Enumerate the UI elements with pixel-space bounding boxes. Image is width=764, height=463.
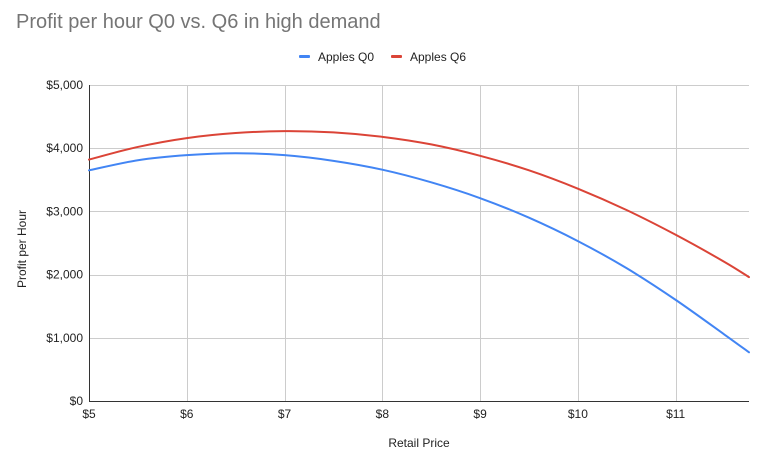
y-axis-title: Profit per Hour <box>15 210 29 288</box>
x-tick-label: $5 <box>82 407 96 421</box>
gridlines <box>89 85 749 401</box>
x-tick-label: $10 <box>568 407 588 421</box>
y-tick-label: $4,000 <box>46 141 83 155</box>
y-tick-label: $1,000 <box>46 331 83 345</box>
series-line-apples-q6 <box>88 130 750 279</box>
x-tick-label: $8 <box>376 407 390 421</box>
x-tick-label: $9 <box>473 407 487 421</box>
legend-swatch-apples-q6 <box>391 55 402 59</box>
legend-item-apples-q6[interactable]: Apples Q6 <box>391 49 466 65</box>
x-tick-label: $6 <box>180 407 194 421</box>
y-tick-label: $3,000 <box>46 204 83 218</box>
x-tick-label: $11 <box>666 407 685 421</box>
legend-label-apples-q6: Apples Q6 <box>410 50 467 64</box>
x-axis-title: Retail Price <box>388 436 450 450</box>
chart-title: Profit per hour Q0 vs. Q6 in high demand <box>16 11 381 33</box>
y-tick-label: $0 <box>70 394 84 408</box>
axes <box>89 85 749 402</box>
y-tick-label: $5,000 <box>46 78 83 92</box>
y-tick-label: $2,000 <box>46 268 83 282</box>
x-tick-label: $7 <box>278 407 292 421</box>
legend: Apples Q0 Apples Q6 <box>0 49 764 65</box>
series-lines <box>88 130 750 354</box>
legend-label-apples-q0: Apples Q0 <box>318 50 375 64</box>
legend-swatch-apples-q0 <box>299 55 310 59</box>
legend-item-apples-q0[interactable]: Apples Q0 <box>299 49 374 65</box>
tick-labels: $0 $1,000 $2,000 $3,000 $4,000 $5,000 $5 $6 $7 $8… <box>46 78 685 421</box>
series-line-apples-q0 <box>88 152 750 354</box>
